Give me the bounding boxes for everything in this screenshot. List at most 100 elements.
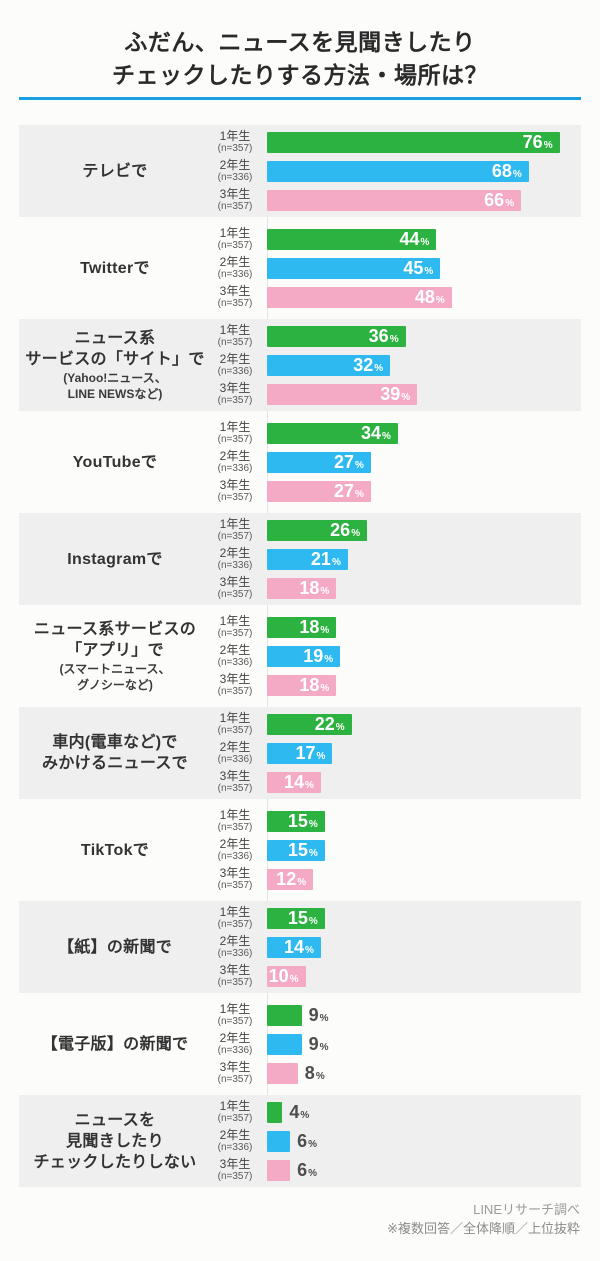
value-number: 18	[299, 616, 320, 637]
value-number: 26	[330, 519, 351, 540]
series-sample-size: (n=357)	[217, 142, 253, 154]
chart-header: ふだん、ニュースを見聞きしたり チェックしたりする方法・場所は？	[0, 0, 600, 100]
bar-row: 3年生 (n=357) 27%	[211, 477, 581, 506]
value-number: 27	[334, 480, 355, 501]
value-number: 32	[353, 354, 374, 375]
category-bars: 1年生 (n=357) 18% 2年生 (n=336) 19% 3年生 (n=357) 18%	[211, 613, 581, 700]
percent-sign: %	[324, 653, 334, 665]
value-bar: 68%	[267, 160, 529, 185]
value-number: 6	[297, 1159, 308, 1180]
series-sample-size: (n=336)	[217, 1141, 253, 1153]
bar-row: 2年生 (n=336) 27%	[211, 448, 581, 477]
category-block: Instagramで 1年生 (n=357) 26% 2年生 (n=336) 21% 3年生(…	[19, 513, 581, 605]
series-label: 2年生 (n=336)	[211, 546, 267, 572]
value-bar: 39%	[267, 383, 418, 408]
bar-track: 44%	[267, 228, 581, 253]
series-sample-size: (n=357)	[217, 879, 253, 891]
series-grade: 2年生	[219, 448, 251, 463]
bar-track: 39%	[267, 383, 581, 408]
series-sample-size: (n=336)	[217, 171, 253, 183]
value-number: 8	[304, 1062, 315, 1083]
series-label: 1年生 (n=357)	[211, 516, 267, 543]
value-label: 14%	[284, 937, 314, 961]
value-label: 27%	[334, 481, 364, 505]
value-label: 6%	[297, 1160, 317, 1184]
series-grade: 2年生	[219, 1030, 251, 1045]
value-label: 27%	[334, 452, 364, 476]
percent-sign: %	[320, 585, 330, 597]
bar-track: 68%	[267, 160, 581, 185]
series-sample-size: (n=357)	[217, 1015, 253, 1027]
category-bars: 1年生 (n=357) 4% 2年生 (n=336) 6% 3年生 (n=357) 6%	[211, 1098, 581, 1185]
series-grade: 1年生	[219, 807, 251, 822]
series-label: 1年生 (n=357)	[211, 710, 267, 737]
category-label: ニュースを 見聞きしたり チェックしたりしない	[19, 1110, 211, 1173]
series-sample-size: (n=357)	[217, 491, 253, 503]
value-bar: 36%	[267, 325, 406, 347]
percent-sign: %	[308, 1167, 318, 1179]
series-label: 2年生 (n=336)	[211, 448, 267, 475]
series-sample-size: (n=357)	[217, 821, 253, 833]
series-label: 2年生 (n=336)	[211, 837, 267, 863]
percent-sign: %	[355, 459, 364, 471]
value-bar	[267, 1130, 291, 1152]
bar-row: 3年生 (n=357) 14%	[211, 768, 581, 797]
series-label: 1年生 (n=357)	[211, 129, 267, 155]
series-grade: 3年生	[219, 186, 251, 201]
bar-row: 2年生 (n=336) 14%	[211, 933, 581, 962]
category-label-line: チェックしたりしない	[33, 1153, 197, 1171]
category-block: YouTubeで 1年生 (n=357) 34% 2年生 (n=336) 27% 3年生 (n=…	[19, 416, 581, 508]
series-grade: 2年生	[219, 933, 251, 948]
value-label: 6%	[297, 1131, 317, 1155]
value-label: 44%	[399, 229, 429, 253]
value-number: 19	[303, 645, 324, 666]
series-grade: 1年生	[219, 516, 251, 531]
value-label: 48%	[415, 287, 445, 311]
category-label: ニュース系サービスの 「アプリ」で (スマートニュース、 グノシーなど)	[19, 619, 211, 693]
category-label-line: 【紙】の新聞で	[57, 938, 173, 956]
bar-row: 3年生 (n=357) 18%	[211, 574, 581, 603]
series-label: 1年生 (n=357)	[211, 614, 267, 640]
series-label: 2年生 (n=336)	[211, 643, 267, 669]
value-number: 17	[295, 742, 316, 763]
value-bar: 76%	[267, 131, 560, 153]
percent-sign: %	[420, 236, 430, 248]
value-number: 76	[522, 131, 543, 152]
value-label: 39%	[380, 384, 410, 408]
series-grade: 2年生	[219, 157, 251, 172]
series-label: 3年生 (n=357)	[211, 672, 267, 698]
value-label: 9%	[309, 1005, 329, 1029]
bar-track: 12%	[267, 868, 581, 890]
category-block: ニュースを 見聞きしたり チェックしたりしない 1年生 (n=357) 4% 2年生 (n=3…	[19, 1095, 581, 1187]
value-label: 68%	[492, 161, 522, 185]
series-label: 2年生 (n=336)	[211, 1030, 267, 1057]
category-block: Twitterで 1年生 (n=357) 44% 2年生 (n=336) 45% 3年生 (n=…	[19, 222, 581, 314]
value-number: 6	[297, 1130, 308, 1151]
value-label: 26%	[330, 520, 360, 544]
value-number: 44	[399, 228, 420, 249]
bar-row: 2年生 (n=336) 21%	[211, 545, 581, 574]
series-sample-size: (n=357)	[217, 1170, 253, 1182]
value-number: 66	[484, 189, 505, 210]
bar-row: 3年生 (n=357) 66%	[211, 186, 581, 215]
category-bars: 1年生 (n=357) 34% 2年生 (n=336) 27% 3年生 (n=357) 27%	[211, 419, 581, 506]
value-number: 10	[268, 965, 289, 986]
value-number: 68	[491, 160, 512, 181]
bar-row: 1年生 (n=357) 44%	[211, 225, 581, 254]
bar-row: 3年生 (n=357) 8%	[211, 1059, 581, 1088]
bar-row: 2年生 (n=336) 19%	[211, 642, 581, 671]
bar-track: 15%	[267, 810, 581, 832]
percent-sign: %	[304, 944, 314, 956]
value-bar: 15%	[267, 907, 325, 929]
category-block: テレビで 1年生 (n=357) 76% 2年生 (n=336) 68% 3年生 (n=357)…	[19, 125, 581, 217]
bar-track: 8%	[267, 1062, 581, 1084]
series-grade: 1年生	[219, 710, 251, 725]
percent-sign: %	[297, 876, 307, 888]
value-label: 9%	[309, 1034, 329, 1058]
series-sample-size: (n=357)	[217, 239, 253, 251]
bar-row: 2年生 (n=336) 45%	[211, 254, 581, 283]
value-label: 18%	[299, 675, 329, 699]
value-number: 45	[403, 257, 424, 278]
category-label: ニュース系 サービスの「サイト」で (Yahoo!ニュース、 LINE NEWSなど)	[19, 328, 211, 402]
bar-row: 1年生 (n=357) 15%	[211, 807, 581, 836]
